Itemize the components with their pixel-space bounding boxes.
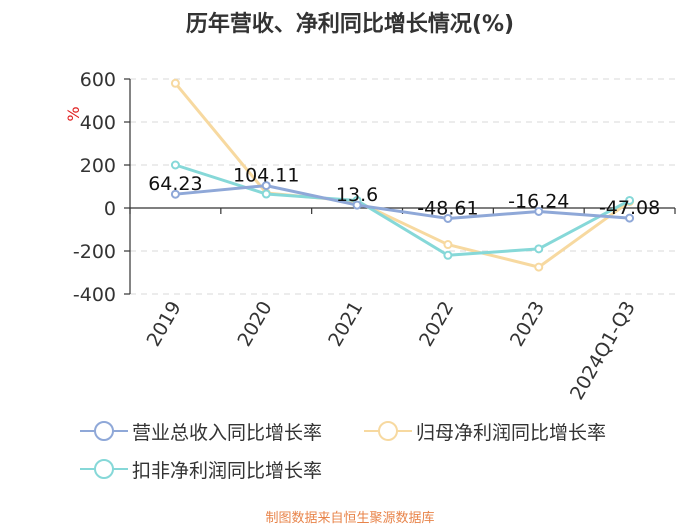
data-point (170, 189, 180, 199)
x-tick-label: 2020 (233, 298, 276, 351)
data-label: 104.11 (233, 165, 299, 187)
legend-swatch (362, 418, 414, 444)
x-tick-label: 2022 (415, 298, 458, 351)
y-tick-label: 0 (104, 198, 116, 220)
y-tick-label: -400 (73, 284, 116, 306)
y-tick-label: 200 (80, 155, 116, 177)
y-axis-label: % (64, 106, 83, 121)
legend-label: 营业总收入同比增长率 (132, 421, 323, 444)
x-tick-label: 2023 (506, 298, 549, 351)
data-source-note: 制图数据来自恒生聚源数据库 (265, 511, 435, 526)
legend-swatch (78, 418, 130, 444)
series-line-1 (174, 82, 631, 269)
data-label: -48.61 (417, 197, 478, 219)
data-point (261, 181, 271, 191)
data-point (170, 78, 180, 88)
y-tick-label: 400 (80, 112, 116, 134)
data-label: -16.24 (508, 190, 569, 212)
chart-title: 历年营收、净利同比增长情况(%) (185, 12, 515, 37)
data-point (625, 195, 635, 205)
data-point (443, 240, 453, 250)
x-tick-label: 2021 (324, 298, 367, 351)
data-point (534, 206, 544, 216)
legend-item[interactable]: 归母净利润同比增长率 (362, 418, 606, 444)
data-point (170, 160, 180, 170)
legend-item[interactable]: 营业总收入同比增长率 (78, 418, 322, 444)
data-point (261, 189, 271, 199)
data-point (443, 250, 453, 260)
x-tick-label: 2019 (143, 298, 186, 351)
data-label: -47.08 (599, 197, 660, 219)
data-point (534, 262, 544, 272)
y-tick-label: -200 (73, 241, 116, 263)
data-label: 13.6 (336, 184, 378, 206)
y-tick-label: 600 (80, 69, 116, 91)
data-point (534, 244, 544, 254)
series-line-0 (175, 184, 630, 220)
x-tick-label: 2024Q1-Q3 (566, 298, 640, 404)
series-line-2 (174, 163, 631, 257)
legend-item[interactable]: 扣非净利润同比增长率 (78, 456, 322, 482)
data-label: 64.23 (148, 173, 202, 195)
legend-label: 归母净利润同比增长率 (416, 421, 607, 444)
data-point (443, 213, 453, 223)
data-point (352, 200, 362, 210)
legend-swatch (78, 456, 130, 482)
legend-label: 扣非净利润同比增长率 (132, 459, 323, 482)
data-point (625, 213, 635, 223)
